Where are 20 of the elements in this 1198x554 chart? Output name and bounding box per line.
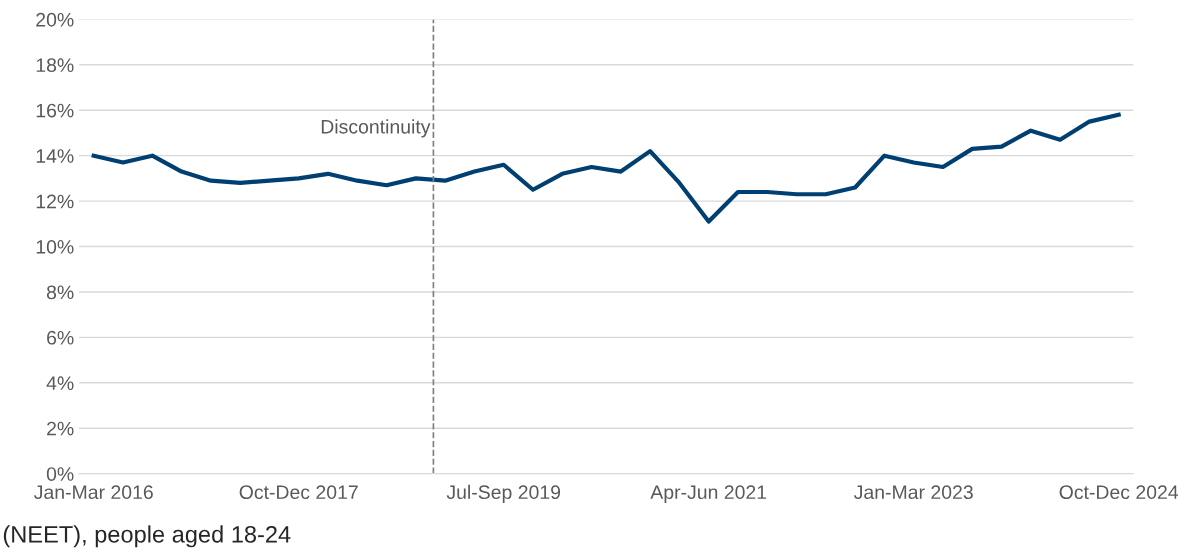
y-tick-label: 8% (46, 285, 74, 300)
x-tick-label: Jan-Mar 2023 (854, 485, 973, 500)
y-tick-label: 4% (46, 376, 74, 390)
y-tick-label: 14% (36, 149, 74, 163)
x-tick-label: Jan-Mar 2016 (34, 485, 153, 500)
line-series (91, 112, 1121, 224)
x-tick-label: Jul-Sep 2019 (446, 484, 561, 503)
text: (NEET), people aged 18-24 (3, 525, 291, 548)
x-tick-label: Oct-Dec 2024 (1059, 485, 1179, 500)
annotation: Discontinuity (321, 119, 431, 138)
x-tick-label: Oct-Dec 2017 (239, 485, 358, 500)
y-tick-label: 20% (36, 12, 74, 27)
y-tick-label: 16% (36, 103, 74, 118)
y-tick-label: 12% (36, 194, 74, 209)
y-tick-label: 18% (36, 58, 74, 73)
x-tick-label: Apr-Jun 2021 (650, 485, 767, 503)
y-tick-label: 0% (46, 467, 74, 481)
y-tick-label: 10% (36, 240, 74, 254)
y-tick-label: 6% (47, 330, 74, 345)
y-tick-label: 2% (47, 421, 74, 436)
